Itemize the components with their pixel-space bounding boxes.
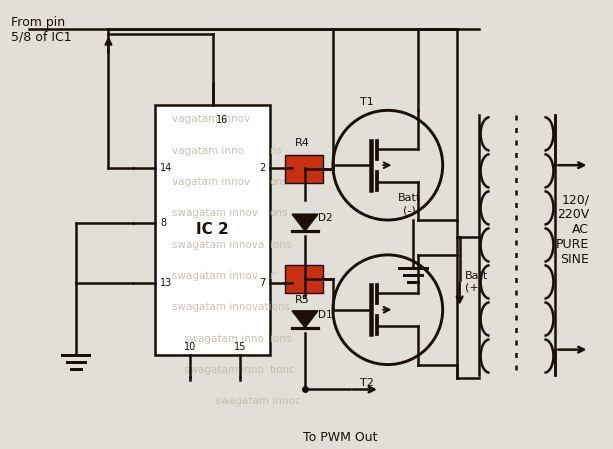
- Text: 10: 10: [184, 342, 196, 352]
- Text: vagatam innov: vagatam innov: [172, 114, 250, 124]
- Text: Batt
(-): Batt (-): [398, 194, 421, 215]
- Text: swagatam innoс: swagatam innoс: [215, 396, 300, 406]
- Bar: [285, 155, 323, 183]
- Text: 8: 8: [161, 218, 167, 228]
- Bar: [285, 265, 323, 293]
- Text: vagatam inno: vagatam inno: [172, 145, 244, 156]
- Text: T2: T2: [360, 378, 374, 387]
- Bar: [155, 106, 270, 355]
- Polygon shape: [292, 214, 318, 231]
- Text: 15: 15: [234, 342, 246, 352]
- Text: ions: ions: [270, 240, 291, 250]
- Text: From pin
5/8 of IC1: From pin 5/8 of IC1: [10, 16, 71, 44]
- Text: swagatam innovations: swagatam innovations: [172, 302, 290, 313]
- Text: ons: ons: [270, 177, 288, 187]
- Text: To PWM Out: To PWM Out: [303, 431, 377, 445]
- Text: 16: 16: [216, 115, 229, 125]
- Text: ons: ons: [270, 208, 288, 218]
- Text: 2: 2: [259, 163, 265, 173]
- Text: R5: R5: [295, 295, 310, 305]
- Text: vagatam innov: vagatam innov: [172, 177, 250, 187]
- Text: IC 2: IC 2: [196, 223, 229, 238]
- Text: 14: 14: [161, 163, 173, 173]
- Text: ns: ns: [270, 145, 282, 156]
- Text: 7: 7: [259, 278, 265, 288]
- Text: swagatam innov: swagatam innov: [172, 271, 258, 281]
- Text: D2: D2: [318, 213, 333, 223]
- Text: R4: R4: [295, 138, 310, 148]
- Text: T1: T1: [360, 97, 374, 107]
- Text: swagatam innov: swagatam innov: [172, 208, 258, 218]
- Text: tionс: tionс: [270, 365, 295, 375]
- Text: D1: D1: [318, 310, 333, 320]
- Text: 120/
220V
AC
PURE
SINE: 120/ 220V AC PURE SINE: [556, 194, 589, 267]
- Text: r': r': [270, 271, 277, 281]
- Text: swagatam inno: swagatam inno: [184, 334, 264, 343]
- Polygon shape: [292, 311, 318, 328]
- Text: swagatam innova: swagatam innova: [172, 240, 264, 250]
- Text: 13: 13: [161, 278, 173, 288]
- Text: Batt
(+): Batt (+): [465, 271, 488, 293]
- Text: swagatam inno: swagatam inno: [184, 365, 264, 375]
- Text: ions: ions: [270, 334, 291, 343]
